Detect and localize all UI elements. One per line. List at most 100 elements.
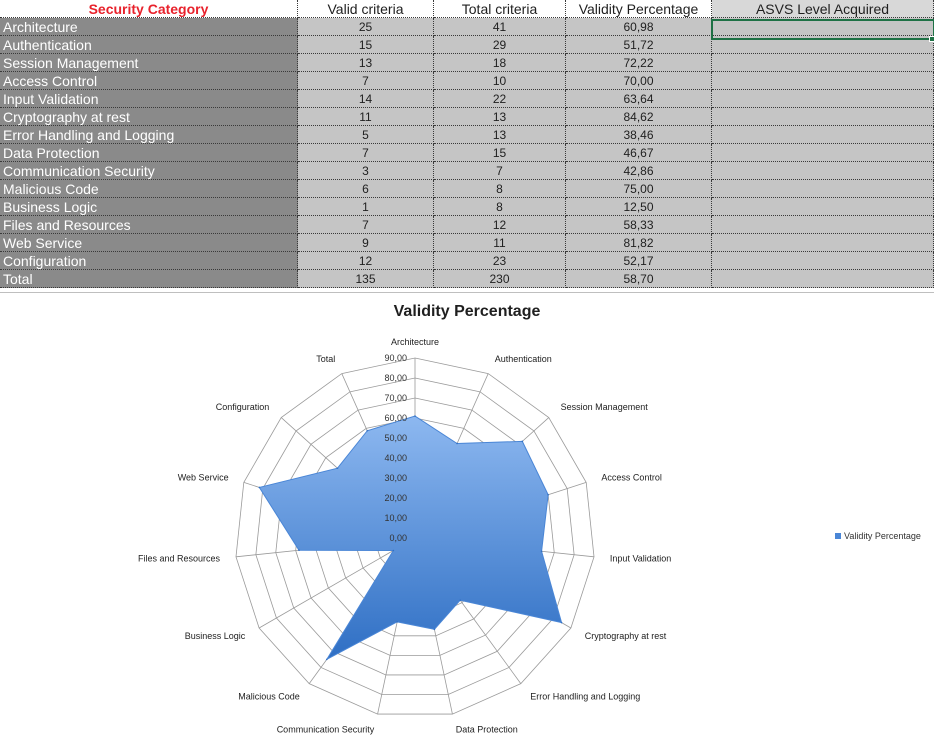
cell-total-criteria[interactable]: 15 — [434, 144, 566, 162]
header-total-criteria[interactable]: Total criteria — [434, 0, 566, 18]
cell-category[interactable]: Malicious Code — [0, 180, 298, 198]
cell-validity-percentage[interactable]: 42,86 — [566, 162, 712, 180]
cell-valid-criteria[interactable]: 6 — [298, 180, 434, 198]
cell-asvs-level[interactable] — [712, 252, 934, 270]
cell-category[interactable]: Access Control — [0, 72, 298, 90]
cell-total-criteria[interactable]: 12 — [434, 216, 566, 234]
cell-category[interactable]: Data Protection — [0, 144, 298, 162]
cell-category[interactable]: Web Service — [0, 234, 298, 252]
cell-valid-criteria[interactable]: 13 — [298, 54, 434, 72]
cell-validity-percentage[interactable]: 84,62 — [566, 108, 712, 126]
cell-validity-percentage[interactable]: 75,00 — [566, 180, 712, 198]
legend-label: Validity Percentage — [844, 531, 921, 541]
cell-total-criteria[interactable]: 7 — [434, 162, 566, 180]
data-point — [326, 658, 328, 661]
axis-label: Authentication — [495, 354, 552, 364]
cell-category[interactable]: Configuration — [0, 252, 298, 270]
cell-validity-percentage[interactable]: 46,67 — [566, 144, 712, 162]
cell-total-criteria[interactable]: 10 — [434, 72, 566, 90]
cell-validity-percentage[interactable]: 12,50 — [566, 198, 712, 216]
cell-total-criteria[interactable]: 22 — [434, 90, 566, 108]
cell-valid-criteria[interactable]: 15 — [298, 36, 434, 54]
cell-valid-criteria[interactable]: 1 — [298, 198, 434, 216]
axis-label: Communication Security — [277, 725, 375, 735]
cell-asvs-level[interactable] — [712, 144, 934, 162]
cell-validity-percentage[interactable]: 58,33 — [566, 216, 712, 234]
table-row: Architecture 25 41 60,98 — [0, 18, 934, 36]
cell-category[interactable]: Communication Security — [0, 162, 298, 180]
grid-ring — [255, 377, 575, 695]
cell-category[interactable]: Cryptography at rest — [0, 108, 298, 126]
cell-asvs-level[interactable] — [712, 108, 934, 126]
cell-category[interactable]: Total — [0, 270, 298, 288]
cell-valid-criteria[interactable]: 5 — [298, 126, 434, 144]
header-validity-percentage[interactable]: Validity Percentage — [566, 0, 712, 18]
spreadsheet-grid: Security Category Valid criteria Total c… — [0, 0, 934, 292]
cell-asvs-level[interactable] — [712, 180, 934, 198]
tick-label: 60,00 — [384, 413, 407, 423]
axis-label: Malicious Code — [238, 692, 300, 702]
cell-total-criteria[interactable]: 23 — [434, 252, 566, 270]
cell-asvs-level[interactable] — [712, 270, 934, 288]
chart-legend[interactable]: Validity Percentage — [835, 531, 921, 541]
cell-category[interactable]: Session Management — [0, 54, 298, 72]
cell-asvs-level[interactable] — [712, 234, 934, 252]
cell-asvs-level[interactable] — [712, 162, 934, 180]
cell-valid-criteria[interactable]: 3 — [298, 162, 434, 180]
cell-category[interactable]: Files and Resources — [0, 216, 298, 234]
cell-asvs-level[interactable] — [712, 90, 934, 108]
cell-validity-percentage[interactable]: 70,00 — [566, 72, 712, 90]
cell-validity-percentage[interactable]: 72,22 — [566, 54, 712, 72]
cell-category[interactable]: Error Handling and Logging — [0, 126, 298, 144]
cell-total-criteria[interactable]: 13 — [434, 108, 566, 126]
cell-valid-criteria[interactable]: 12 — [298, 252, 434, 270]
table-row: Malicious Code 6 8 75,00 — [0, 180, 934, 198]
cell-asvs-level[interactable] — [712, 54, 934, 72]
cell-valid-criteria[interactable]: 14 — [298, 90, 434, 108]
cell-validity-percentage[interactable]: 81,82 — [566, 234, 712, 252]
cell-valid-criteria[interactable]: 25 — [298, 18, 434, 36]
header-asvs-level[interactable]: ASVS Level Acquired — [712, 0, 934, 18]
cell-total-criteria[interactable]: 18 — [434, 54, 566, 72]
cell-valid-criteria[interactable]: 11 — [298, 108, 434, 126]
data-point — [456, 442, 458, 445]
cell-validity-percentage[interactable]: 58,70 — [566, 270, 712, 288]
cell-total-criteria[interactable]: 230 — [434, 270, 566, 288]
cell-category[interactable]: Input Validation — [0, 90, 298, 108]
selected-cell-asvs-architecture[interactable] — [711, 19, 934, 40]
cell-asvs-level[interactable] — [712, 198, 934, 216]
tick-label: 30,00 — [384, 473, 407, 483]
cell-asvs-level[interactable] — [712, 72, 934, 90]
cell-category[interactable]: Authentication — [0, 36, 298, 54]
cell-total-criteria[interactable]: 8 — [434, 198, 566, 216]
header-security-category[interactable]: Security Category — [0, 0, 298, 18]
cell-valid-criteria[interactable]: 7 — [298, 144, 434, 162]
cell-validity-percentage[interactable]: 60,98 — [566, 18, 712, 36]
cell-category[interactable]: Architecture — [0, 18, 298, 36]
table-row: Communication Security 3 7 42,86 — [0, 162, 934, 180]
cell-total-criteria[interactable]: 8 — [434, 180, 566, 198]
axis-label: Total — [316, 354, 335, 364]
cell-validity-percentage[interactable]: 63,64 — [566, 90, 712, 108]
cell-valid-criteria[interactable]: 7 — [298, 72, 434, 90]
cell-category[interactable]: Business Logic — [0, 198, 298, 216]
cell-total-criteria[interactable]: 11 — [434, 234, 566, 252]
cell-validity-percentage[interactable]: 38,46 — [566, 126, 712, 144]
cell-valid-criteria[interactable]: 135 — [298, 270, 434, 288]
cell-total-criteria[interactable]: 41 — [434, 18, 566, 36]
cell-total-criteria[interactable]: 13 — [434, 126, 566, 144]
table-row: Business Logic 1 8 12,50 — [0, 198, 934, 216]
cell-validity-percentage[interactable]: 51,72 — [566, 36, 712, 54]
header-valid-criteria[interactable]: Valid criteria — [298, 0, 434, 18]
cell-validity-percentage[interactable]: 52,17 — [566, 252, 712, 270]
table-row: Cryptography at rest 11 13 84,62 — [0, 108, 934, 126]
cell-valid-criteria[interactable]: 7 — [298, 216, 434, 234]
cell-total-criteria[interactable]: 29 — [434, 36, 566, 54]
fill-handle[interactable] — [929, 36, 934, 42]
table-row: Configuration 12 23 52,17 — [0, 252, 934, 270]
cell-asvs-level[interactable] — [712, 216, 934, 234]
cell-asvs-level[interactable] — [712, 126, 934, 144]
radar-chart[interactable]: Validity Percentage 0,00 10,00 20,00 30,00 4… — [0, 292, 934, 751]
cell-valid-criteria[interactable]: 9 — [298, 234, 434, 252]
series-area — [258, 415, 563, 661]
